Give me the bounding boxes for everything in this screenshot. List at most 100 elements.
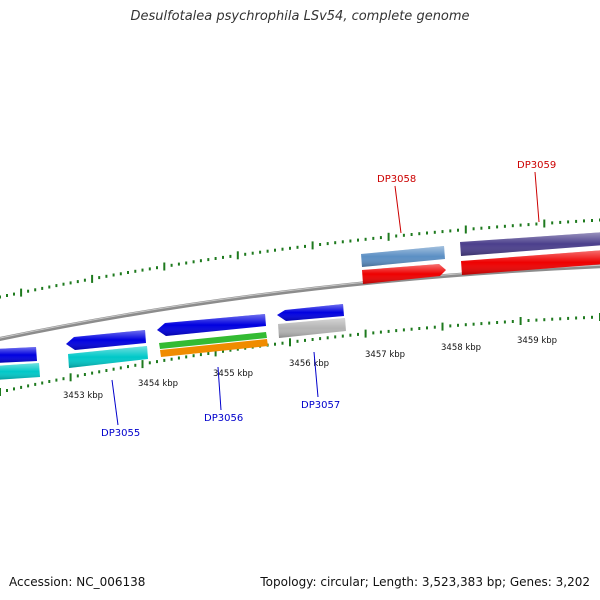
inner-minor-tick — [418, 327, 421, 330]
inner-minor-tick — [296, 339, 299, 343]
feature-DP3056-b[interactable] — [160, 339, 268, 357]
outer-minor-tick — [472, 227, 475, 231]
outer-minor-tick — [480, 226, 483, 230]
inner-minor-tick — [170, 357, 173, 361]
inner-minor-tick — [98, 370, 101, 374]
inner-minor-tick — [402, 328, 405, 332]
feature-shading — [0, 232, 600, 380]
inner-minor-tick — [55, 378, 58, 382]
inner-minor-tick — [6, 389, 8, 392]
outer-minor-tick — [119, 272, 122, 276]
outer-minor-tick — [418, 232, 421, 236]
inner-major-tick — [69, 373, 72, 382]
inner-minor-tick — [48, 380, 51, 383]
outer-minor-tick — [98, 276, 101, 280]
outer-minor-tick — [222, 255, 224, 259]
inner-minor-tick — [207, 352, 210, 355]
inner-tick-row — [0, 313, 600, 396]
gene-label-DP3059[interactable]: DP3059 — [517, 160, 556, 171]
gene-label-DP3057[interactable]: DP3057 — [301, 400, 340, 411]
feature-DP3056-a[interactable] — [159, 332, 267, 349]
inner-minor-tick — [134, 363, 137, 367]
outer-minor-tick — [535, 222, 538, 226]
tick-label-3457: 3457 kbp — [365, 350, 405, 360]
outer-minor-tick — [326, 242, 329, 246]
inner-minor-tick — [426, 326, 428, 330]
outer-minor-tick — [519, 223, 522, 227]
inner-major-tick — [441, 322, 444, 331]
outer-minor-tick — [69, 281, 72, 285]
inner-minor-tick — [326, 336, 329, 340]
inner-minor-tick — [163, 358, 166, 362]
inner-minor-tick — [62, 377, 65, 381]
tick-label-3455: 3455 kbp — [213, 369, 253, 379]
outer-major-tick — [236, 251, 239, 260]
inner-minor-tick — [148, 361, 151, 365]
inner-minor-tick — [567, 316, 570, 320]
inner-minor-tick — [41, 381, 44, 385]
inner-minor-tick — [464, 323, 467, 327]
outer-minor-tick — [567, 220, 570, 224]
outer-major-tick — [91, 274, 94, 283]
inner-minor-tick — [488, 321, 491, 325]
gene-labels: DP3058 DP3059 DP3055 DP3056 DP3057 — [101, 160, 556, 439]
outer-minor-tick — [281, 247, 284, 251]
tick-label-3454: 3454 kbp — [138, 379, 178, 389]
inner-minor-tick — [319, 337, 322, 341]
tick-label-3456: 3456 kbp — [289, 359, 329, 369]
leader-DP3059 — [534, 171, 540, 223]
inner-minor-tick — [387, 329, 390, 333]
inner-minor-tick — [511, 320, 514, 323]
outer-minor-tick — [148, 267, 151, 271]
outer-minor-tick — [48, 285, 51, 289]
inner-minor-tick — [156, 360, 158, 364]
map-title: Desulfotalea psychrophila LSv54, complet… — [130, 9, 470, 24]
inner-minor-tick — [503, 320, 506, 324]
inner-minor-tick — [551, 317, 554, 321]
inner-minor-tick — [559, 317, 562, 321]
outer-minor-tick — [503, 224, 506, 228]
outer-minor-tick — [214, 257, 217, 260]
outer-minor-tick — [372, 236, 375, 240]
gene-label-DP3058[interactable]: DP3058 — [377, 174, 416, 185]
outer-minor-tick — [229, 254, 232, 258]
inner-minor-tick — [357, 332, 359, 336]
outer-minor-tick — [112, 273, 115, 277]
inner-minor-tick — [105, 369, 108, 372]
leader-DP3057 — [313, 351, 319, 398]
leader-DP3058 — [394, 185, 402, 234]
outer-major-tick — [163, 262, 166, 271]
outer-minor-tick — [6, 294, 8, 297]
inner-minor-tick — [527, 319, 530, 322]
inner-major-tick — [141, 360, 144, 369]
inner-minor-tick — [83, 373, 86, 376]
outer-minor-tick — [559, 220, 562, 224]
outer-tick-row — [0, 218, 600, 299]
inner-major-tick — [289, 338, 291, 347]
outer-minor-tick — [141, 268, 144, 272]
genome-info-label: Topology: circular; Length: 3,523,383 bp… — [260, 575, 590, 589]
outer-minor-tick — [259, 250, 262, 254]
scale-labels: 3453 kbp 3454 kbp 3455 kbp 3456 kbp 3457… — [63, 336, 557, 401]
outer-minor-tick — [395, 234, 398, 238]
outer-minor-tick — [449, 229, 452, 233]
outer-minor-tick — [34, 288, 37, 292]
inner-minor-tick — [583, 316, 585, 320]
inner-minor-tick — [27, 384, 30, 388]
outer-minor-tick — [127, 271, 129, 274]
tick-label-3453: 3453 kbp — [63, 391, 103, 401]
tick-label-3458: 3458 kbp — [441, 343, 481, 353]
outer-minor-tick — [55, 284, 58, 288]
outer-minor-tick — [244, 252, 247, 256]
gene-label-DP3055[interactable]: DP3055 — [101, 428, 140, 439]
inner-minor-tick — [591, 315, 593, 319]
tick-label-3459: 3459 kbp — [517, 336, 557, 346]
inner-minor-tick — [457, 323, 459, 327]
inner-minor-tick — [304, 338, 306, 342]
outer-major-tick — [387, 232, 390, 241]
gene-label-DP3056[interactable]: DP3056 — [204, 413, 243, 424]
outer-minor-tick — [105, 274, 108, 278]
outer-minor-tick — [177, 262, 180, 266]
inner-minor-tick — [372, 331, 375, 335]
